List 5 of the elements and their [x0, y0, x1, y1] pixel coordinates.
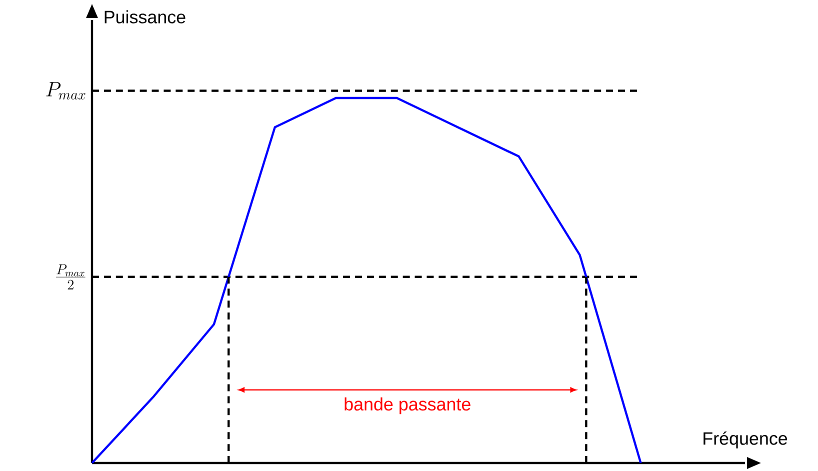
y-axis-title: Puissance: [104, 10, 186, 24]
ref-line-label: $\frac{P_{max}}{2}$: [56, 264, 86, 290]
x-axis-title: Fréquence: [704, 431, 788, 448]
ref-line-label: $P_{max}$: [46, 82, 86, 100]
annotation: bande passante: [344, 397, 470, 414]
